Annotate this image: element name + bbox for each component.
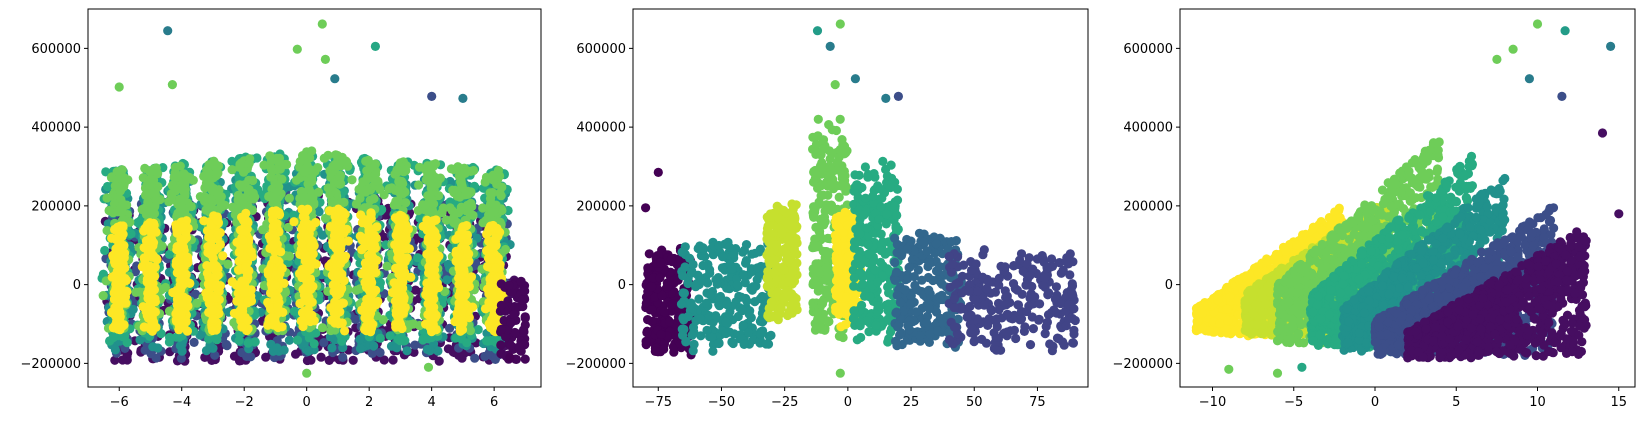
data-point [243, 338, 253, 348]
data-point [367, 348, 377, 358]
data-point [176, 353, 186, 363]
data-point [385, 331, 395, 341]
data-point [128, 304, 138, 314]
data-point [355, 344, 366, 354]
data-point [490, 354, 500, 364]
data-point [348, 355, 358, 365]
data-point [482, 336, 492, 346]
data-point [338, 352, 348, 362]
data-point [108, 332, 118, 343]
data-point [442, 275, 452, 285]
data-point [110, 355, 120, 365]
data-point [100, 245, 110, 256]
data-point [279, 345, 289, 355]
data-point [434, 356, 444, 366]
data-point [151, 195, 161, 205]
data-point [409, 347, 419, 357]
data-point [433, 346, 443, 356]
data-point [143, 197, 153, 207]
data-point [422, 344, 432, 354]
data-point [272, 343, 282, 353]
data-point [375, 347, 385, 358]
data-point [153, 343, 163, 353]
data-points [97, 19, 530, 378]
data-point [473, 325, 483, 335]
data-point [445, 323, 455, 333]
data-point [388, 355, 398, 365]
data-point [142, 206, 152, 216]
data-point [157, 241, 167, 251]
data-point [118, 355, 128, 365]
data-point [135, 335, 145, 345]
data-point [355, 334, 365, 344]
data-point [140, 163, 150, 173]
data-point [375, 333, 385, 343]
data-point [350, 314, 361, 324]
data-point [149, 175, 159, 185]
data-point [292, 335, 303, 345]
data-point [175, 341, 185, 351]
data-point [242, 351, 252, 361]
data-point [379, 355, 389, 365]
data-point [164, 337, 174, 347]
data-point [284, 335, 294, 345]
data-point [327, 343, 337, 353]
data-point [117, 199, 128, 209]
data-point [110, 181, 120, 191]
data-point [98, 291, 108, 301]
data-point [252, 291, 263, 301]
data-point [402, 346, 412, 356]
data-point [210, 350, 220, 360]
data-point [189, 337, 199, 347]
data-point [369, 341, 379, 351]
data-point [102, 193, 112, 203]
data-point [316, 352, 326, 362]
data-point [319, 338, 329, 348]
data-point [190, 289, 201, 299]
data-point [470, 353, 480, 363]
data-point [324, 355, 334, 365]
data-point [302, 355, 312, 366]
data-point [303, 346, 314, 356]
data-point [454, 350, 464, 360]
